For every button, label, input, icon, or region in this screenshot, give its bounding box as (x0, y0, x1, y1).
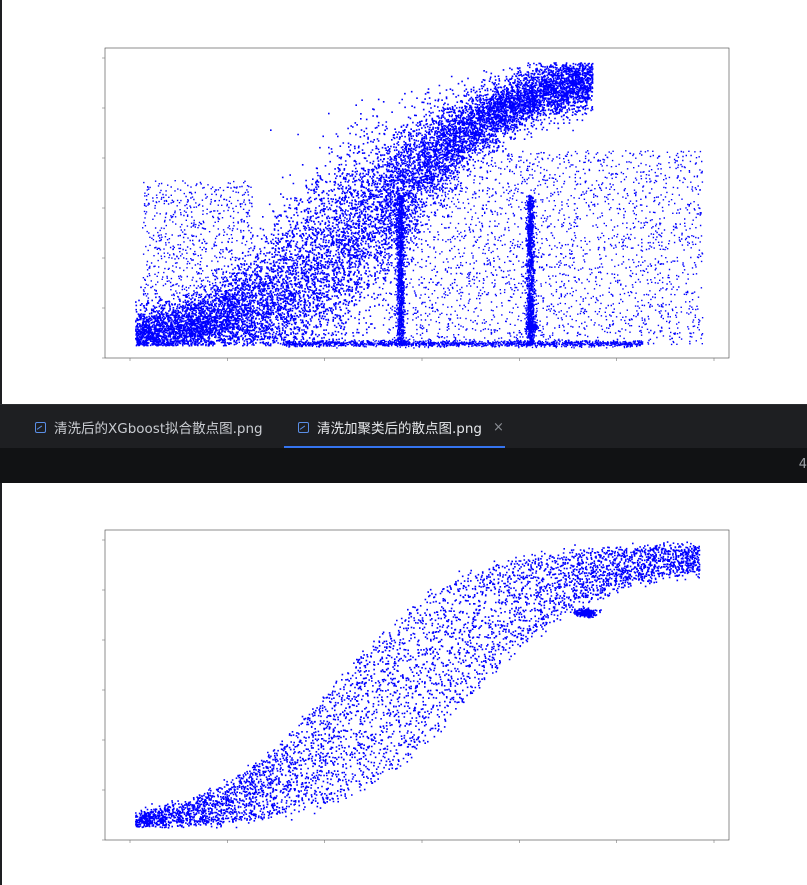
scatter-series-dense (135, 62, 594, 347)
scatter-chart-top (102, 47, 730, 361)
active-tab-indicator (284, 446, 505, 449)
editor-tab-bar: 清洗后的XGboost拟合散点图.png 清洗加聚类后的散点图.png × (0, 404, 807, 449)
scatter-series-sparse (142, 150, 704, 349)
scatter-point (142, 150, 704, 349)
scatter-point (135, 62, 594, 347)
image-preview-bottom (0, 483, 807, 885)
image-info-text: 4 (798, 457, 807, 472)
tab-xgboost-scatter-png[interactable]: 清洗后的XGboost拟合散点图.png (35, 405, 263, 449)
plot-frame (102, 529, 730, 843)
image-file-icon (35, 421, 46, 433)
tab-label: 清洗后的XGboost拟合散点图.png (54, 421, 263, 437)
tab-label: 清洗加聚类后的散点图.png (317, 421, 482, 437)
image-preview-top (0, 0, 807, 404)
tab-cluster-scatter-png[interactable]: 清洗加聚类后的散点图.png × (298, 405, 504, 449)
scatter-point (135, 541, 701, 829)
image-file-icon (298, 421, 309, 433)
plot-frame (102, 47, 730, 361)
scatter-chart-bottom (102, 529, 730, 843)
image-info-bar: 4 (0, 448, 807, 483)
close-icon[interactable]: × (493, 419, 504, 435)
scatter-series-clustered (135, 541, 701, 829)
